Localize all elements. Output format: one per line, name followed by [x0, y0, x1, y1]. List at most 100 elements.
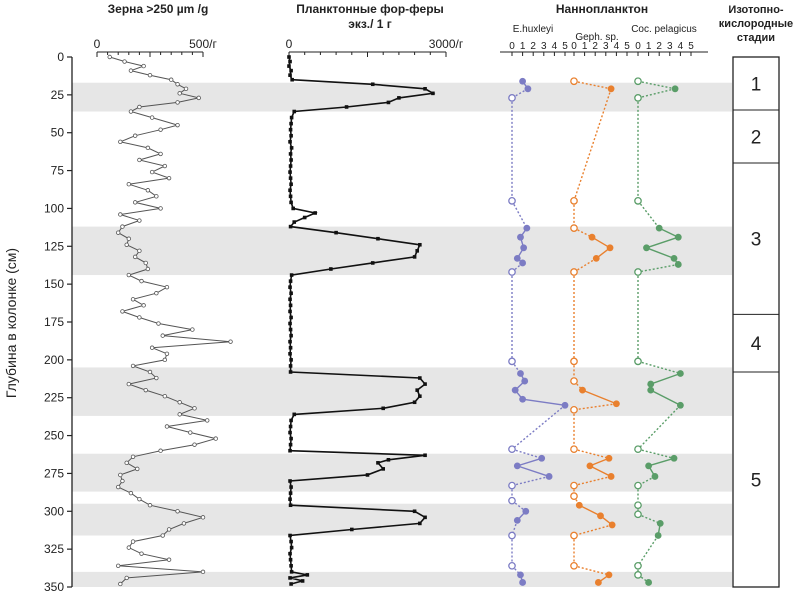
- grains-point: [181, 521, 187, 526]
- nanno-point: [597, 512, 604, 520]
- nanno-segment: [650, 372, 681, 385]
- nanno-segment: [511, 500, 527, 512]
- foraminifera-point: [292, 220, 297, 224]
- foraminifera-point: [288, 303, 293, 308]
- nanno-scale-label: 3: [603, 41, 609, 52]
- nanno-point: [607, 85, 615, 93]
- stages-frame: [732, 56, 780, 588]
- grains-point: [166, 557, 172, 562]
- grains-point: [143, 260, 148, 266]
- nanno-point: [674, 233, 682, 241]
- nanno-point: [521, 377, 529, 385]
- foraminifera-point: [292, 109, 297, 114]
- nanno-point: [670, 454, 678, 462]
- foraminifera-point: [329, 267, 333, 271]
- stage-label: 5: [751, 470, 762, 491]
- foram-scale-min: 0: [286, 37, 293, 51]
- grains-point: [137, 248, 142, 254]
- grains-point: [166, 175, 172, 181]
- foraminifera-point: [288, 503, 293, 508]
- nanno-point: [674, 261, 682, 268]
- grains-point: [190, 327, 195, 332]
- depth-tick-label: 300: [44, 504, 64, 518]
- nanno-scale-label: 2: [592, 41, 598, 52]
- grains-point: [130, 539, 136, 544]
- highlight-bands: [72, 82, 732, 587]
- grains-point: [137, 315, 142, 320]
- panels: [96, 51, 684, 587]
- nanno-point-open: [570, 445, 578, 454]
- grains-point: [128, 109, 134, 114]
- foraminifera-point: [289, 333, 293, 338]
- nanno-scale-label: 2: [530, 41, 536, 52]
- nanno-segment: [646, 247, 675, 260]
- foraminifera-point: [288, 370, 293, 374]
- nanno-point-open: [508, 531, 516, 540]
- grains-point: [137, 104, 142, 110]
- foraminifera-point: [288, 164, 293, 168]
- depth-tick-label: 350: [44, 580, 64, 594]
- foraminifera-point: [365, 473, 370, 477]
- nanno-point-open: [508, 445, 516, 454]
- nanno-point: [677, 370, 684, 377]
- foraminifera-point: [376, 236, 380, 241]
- highlight-band: [72, 571, 732, 587]
- grains-point: [175, 122, 180, 128]
- nanno-point: [645, 579, 652, 586]
- grains-point: [128, 68, 134, 73]
- grains-point: [158, 127, 163, 132]
- nanno-scale-label: 3: [667, 41, 673, 52]
- nanno-point-open: [570, 481, 578, 490]
- foram-scale-max: 3000/г: [429, 37, 464, 51]
- nanno-scale-label: 5: [624, 41, 630, 52]
- nanno-segment: [511, 200, 528, 229]
- grains-point: [147, 72, 153, 78]
- nanno-point-open: [634, 561, 642, 570]
- nanno-segment: [522, 398, 566, 406]
- nanno-point: [605, 454, 613, 462]
- stage-label: 1: [751, 75, 762, 96]
- grains-point: [162, 394, 168, 399]
- nanno-point-open: [570, 224, 578, 232]
- nanno-point: [654, 532, 662, 539]
- foraminifera-point: [289, 121, 293, 126]
- grains-point: [145, 266, 151, 272]
- grains-point: [162, 163, 168, 169]
- foraminifera-point: [412, 255, 417, 259]
- nanno-scale-label: 4: [678, 41, 684, 52]
- nanno-point: [592, 255, 600, 262]
- nanno-point-open: [634, 571, 642, 579]
- depth-tick-label: 175: [44, 315, 64, 329]
- grains-point: [132, 133, 138, 138]
- depth-tick-label: 325: [44, 542, 64, 556]
- grains-point: [162, 357, 168, 363]
- foraminifera-point: [289, 545, 294, 550]
- nanno-point: [561, 401, 569, 409]
- grains-point: [149, 345, 155, 350]
- foraminifera-point: [289, 485, 293, 489]
- nanno-point-open: [570, 377, 578, 385]
- nanno-point: [677, 401, 684, 409]
- foraminifera-point: [288, 497, 292, 501]
- foraminifera-point: [289, 564, 293, 568]
- nanno-scale-label: 1: [582, 41, 588, 52]
- nanno-scale-label: 5: [688, 41, 694, 52]
- nanno-segment: [648, 457, 675, 467]
- foraminifera-point: [288, 557, 293, 562]
- foraminifera-point: [288, 170, 292, 174]
- nanno-segment: [511, 404, 566, 450]
- nanno-point: [575, 501, 583, 509]
- foraminifera-point: [289, 133, 293, 138]
- foraminifera-point: [302, 215, 307, 220]
- nanno-point-open: [508, 357, 516, 366]
- grains-point: [115, 484, 121, 490]
- grains-point: [126, 236, 131, 241]
- isotope-title-line3: стадии: [737, 32, 775, 44]
- nanno-segment: [637, 360, 681, 375]
- grains-point: [154, 194, 159, 199]
- nanno-point-open: [634, 501, 642, 510]
- foraminifera-point: [386, 100, 391, 105]
- nanno-segment: [511, 448, 542, 459]
- nanno-point: [517, 370, 524, 377]
- nanno-point: [651, 473, 659, 480]
